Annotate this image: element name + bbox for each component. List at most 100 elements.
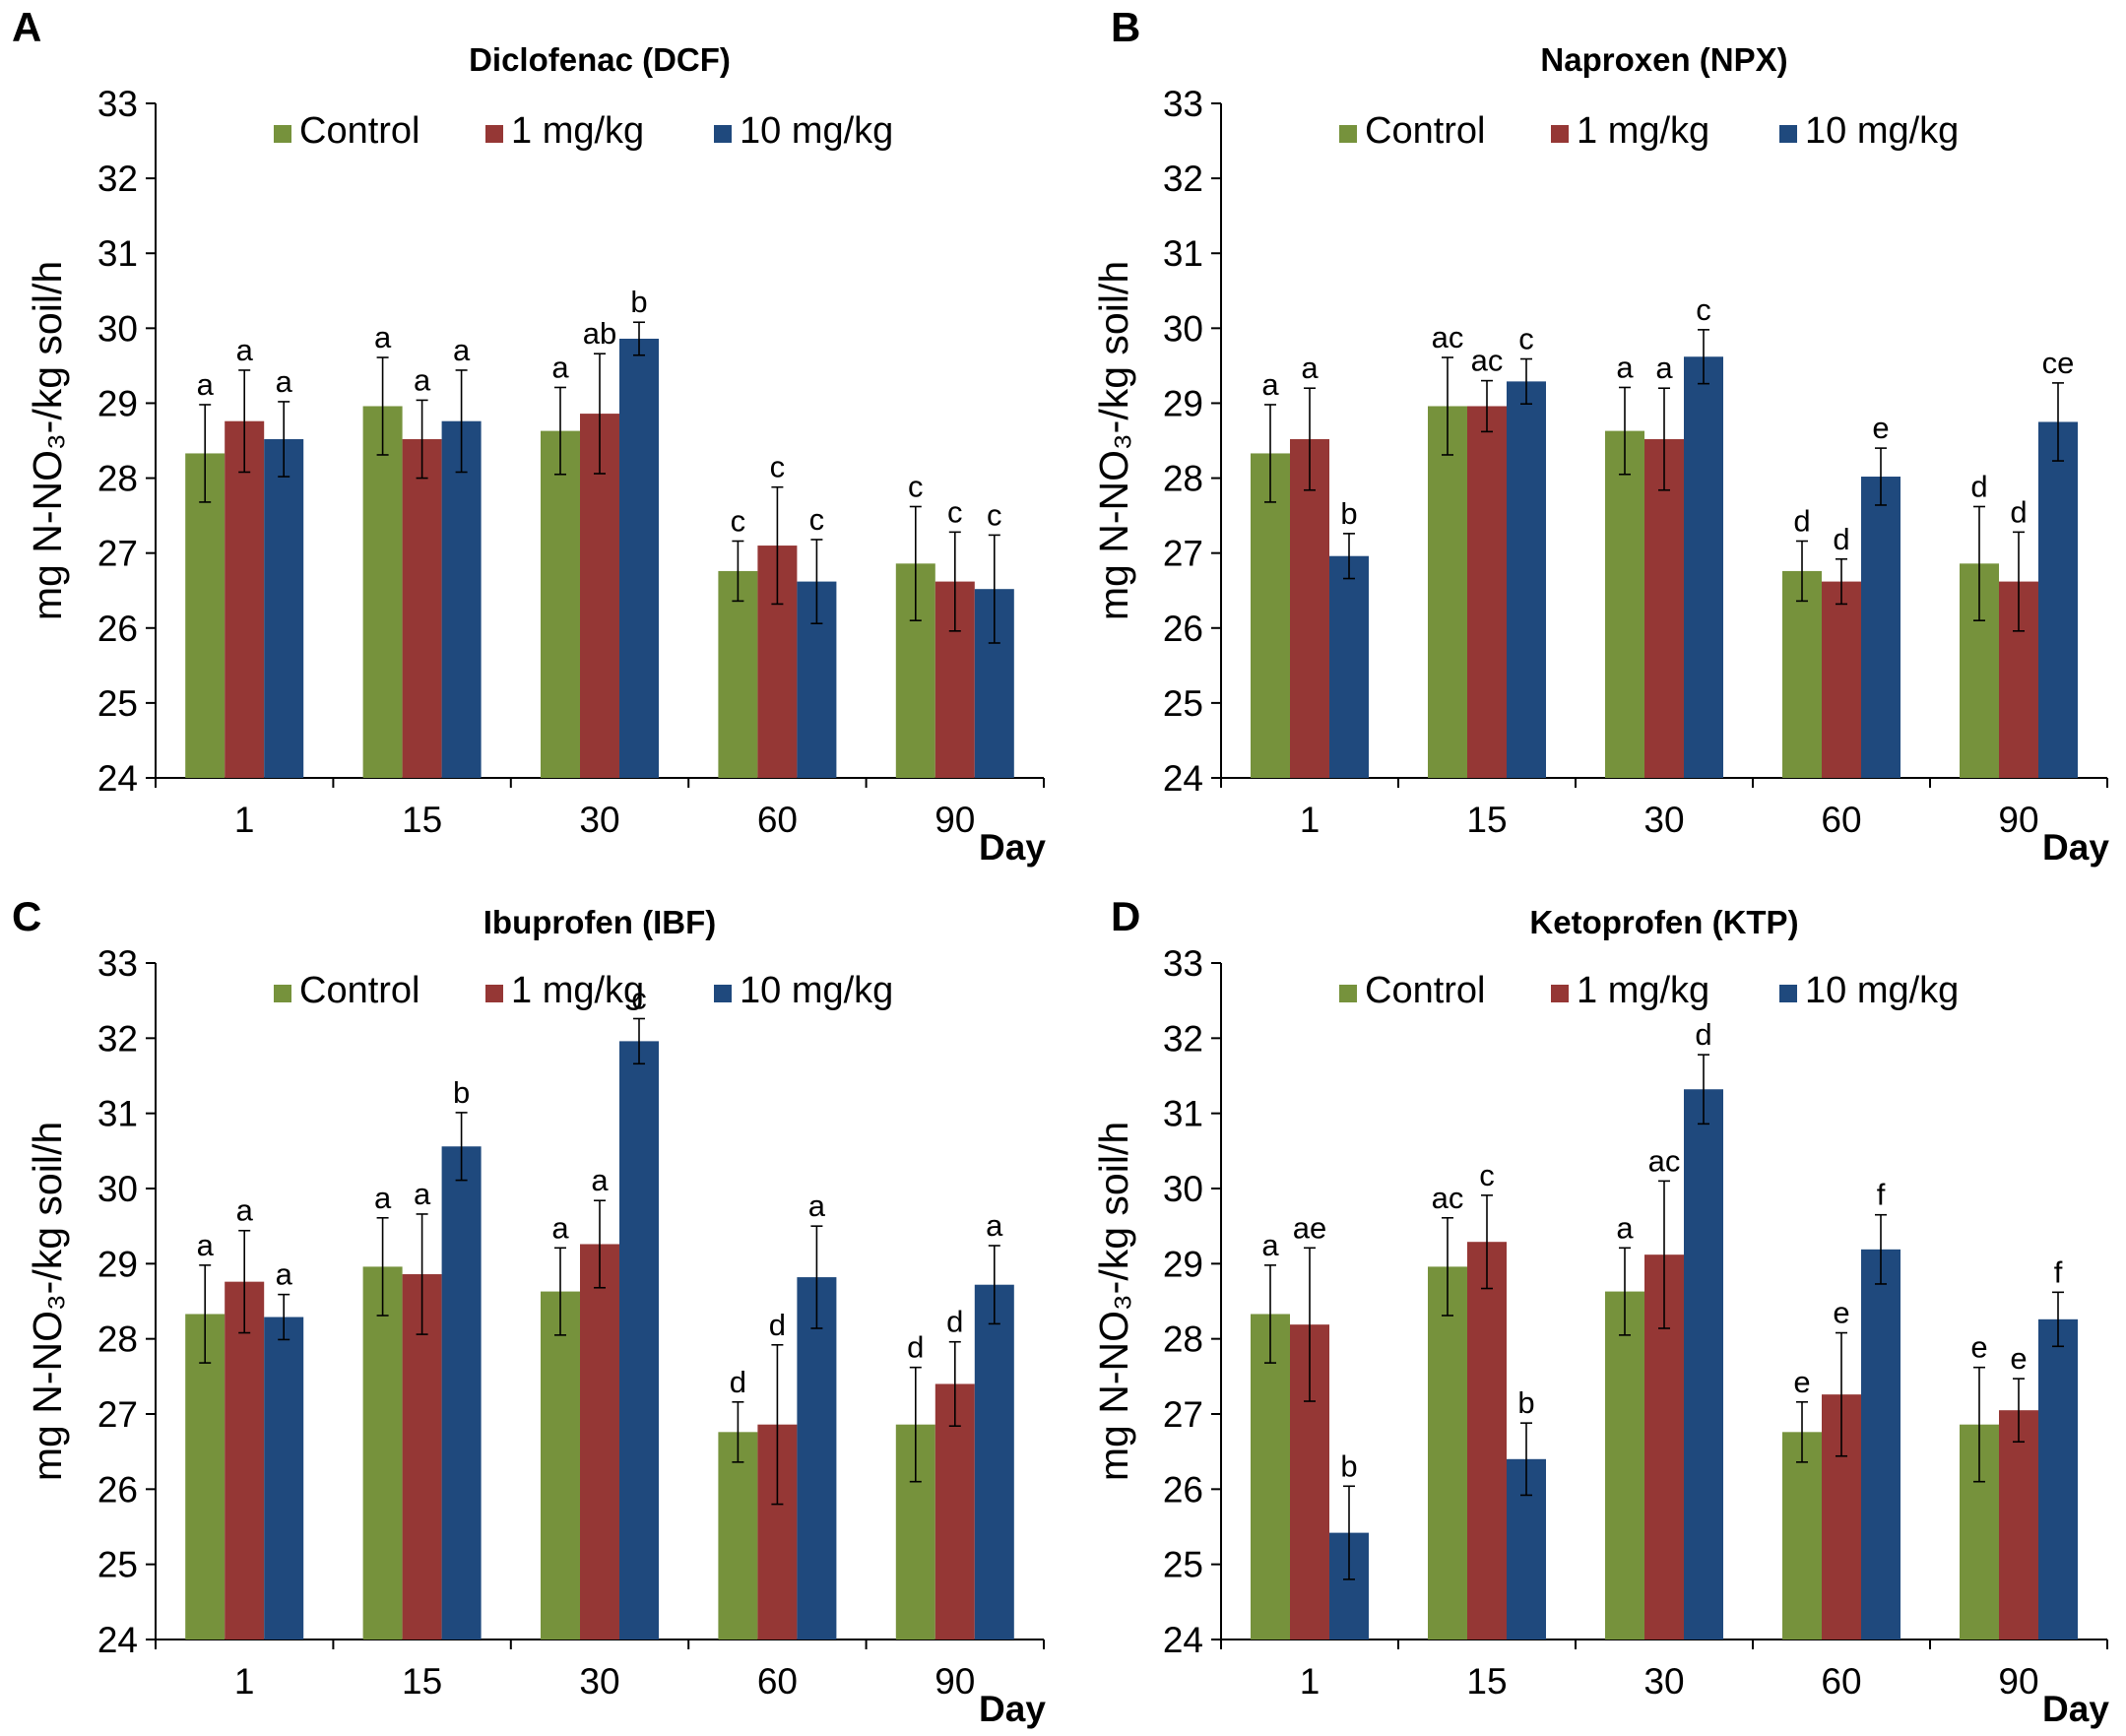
bar-1-mg-kg xyxy=(402,438,442,778)
y-tick-label: 32 xyxy=(97,159,138,199)
y-tick-label: 33 xyxy=(97,84,138,124)
significance-label: c xyxy=(908,469,924,503)
legend-label: Control xyxy=(299,110,420,152)
y-tick-label: 25 xyxy=(1163,683,1203,724)
legend-label: Control xyxy=(299,970,420,1011)
y-tick-label: 26 xyxy=(1163,1469,1203,1510)
significance-label: a xyxy=(197,1228,215,1262)
significance-label: c xyxy=(1696,292,1711,327)
x-axis-label: Day xyxy=(979,1689,1046,1729)
x-tick-label: 1 xyxy=(234,800,255,840)
legend-label: 1 mg/kg xyxy=(511,970,644,1011)
x-axis-label: Day xyxy=(2042,1689,2109,1729)
significance-label: a xyxy=(591,1163,609,1197)
significance-label: a xyxy=(414,1177,431,1211)
significance-label: a xyxy=(1616,350,1634,384)
bar-control xyxy=(541,430,580,778)
significance-label: c xyxy=(947,494,963,529)
legend-swatch xyxy=(1551,985,1569,1002)
chart-panel-c: C Ibuprofen (IBF) 24 25 26 27 28 29 30 31 32 33 mg N… xyxy=(12,893,1046,1729)
significance-label: d xyxy=(2010,494,2027,529)
x-tick-label: 15 xyxy=(1466,800,1507,840)
significance-label: a xyxy=(551,1210,569,1245)
chart-title: Naproxen (NPX) xyxy=(1540,41,1787,78)
legend-label: Control xyxy=(1365,110,1486,152)
significance-label: d xyxy=(1793,503,1810,538)
bar-control xyxy=(718,1432,758,1640)
x-tick-label: 90 xyxy=(934,800,975,840)
legend-swatch xyxy=(274,125,291,143)
significance-label: b xyxy=(1340,496,1357,531)
chart-panel-b: B Naproxen (NPX) 24 25 26 27 28 29 30 31 32 33 mg N-… xyxy=(1091,4,2109,868)
bar-1-mg-kg xyxy=(1467,406,1507,778)
significance-label: b xyxy=(1340,1448,1357,1483)
significance-label: b xyxy=(453,1075,470,1110)
bar-control xyxy=(1782,570,1822,778)
x-tick-label: 60 xyxy=(1821,1661,1861,1702)
significance-label: a xyxy=(808,1189,826,1223)
bar-control xyxy=(362,1266,403,1640)
significance-label: f xyxy=(2054,1254,2063,1289)
x-tick-label: 90 xyxy=(1998,1661,2038,1702)
bar-control xyxy=(1251,453,1290,778)
y-tick-label: 29 xyxy=(1163,1244,1203,1284)
significance-label: a xyxy=(1261,1228,1279,1262)
bar-10-mg-kg xyxy=(1684,356,1723,778)
significance-label: a xyxy=(197,367,215,402)
legend-label: 10 mg/kg xyxy=(740,970,893,1011)
significance-label: d xyxy=(907,1330,924,1365)
y-tick-label: 30 xyxy=(1163,1169,1203,1209)
x-tick-label: 1 xyxy=(234,1661,255,1702)
bar-10-mg-kg xyxy=(619,1041,659,1640)
bar-control xyxy=(541,1291,580,1640)
x-tick-label: 30 xyxy=(1643,1661,1684,1702)
y-tick-label: 31 xyxy=(1163,1094,1203,1134)
bar-control xyxy=(1605,430,1644,778)
bar-10-mg-kg xyxy=(619,338,659,778)
chart-title: Diclofenac (DCF) xyxy=(469,41,731,78)
significance-label: d xyxy=(1970,469,1987,503)
y-tick-label: 29 xyxy=(97,1244,138,1284)
y-axis-label: mg N-NO₃-/kg soil/h xyxy=(1091,261,1136,620)
legend-swatch xyxy=(1339,125,1357,143)
bar-1-mg-kg xyxy=(1467,1242,1507,1640)
significance-label: c xyxy=(987,497,1002,532)
y-tick-label: 33 xyxy=(1163,943,1203,984)
significance-label: b xyxy=(630,285,647,319)
x-tick-label: 30 xyxy=(579,1661,619,1702)
bar-10-mg-kg xyxy=(2038,421,2078,778)
significance-label: ac xyxy=(1432,1181,1464,1215)
bar-10-mg-kg xyxy=(1861,477,1901,778)
y-tick-label: 32 xyxy=(97,1018,138,1059)
y-tick-label: 26 xyxy=(97,609,138,649)
y-tick-label: 31 xyxy=(97,1094,138,1134)
bar-1-mg-kg xyxy=(225,420,265,778)
legend-label: 10 mg/kg xyxy=(740,110,893,152)
y-tick-label: 27 xyxy=(97,534,138,574)
x-tick-label: 60 xyxy=(1821,800,1861,840)
legend-swatch xyxy=(1779,125,1797,143)
x-tick-label: 30 xyxy=(579,800,619,840)
legend-label: Control xyxy=(1365,970,1486,1011)
y-tick-label: 31 xyxy=(97,233,138,274)
bar-1-mg-kg xyxy=(225,1281,265,1640)
y-tick-label: 33 xyxy=(97,943,138,984)
y-tick-label: 24 xyxy=(1163,1620,1203,1660)
y-tick-label: 31 xyxy=(1163,233,1203,274)
significance-label: a xyxy=(453,333,471,367)
y-tick-label: 30 xyxy=(97,1169,138,1209)
y-tick-label: 26 xyxy=(97,1469,138,1510)
x-tick-label: 1 xyxy=(1300,800,1321,840)
significance-label: c xyxy=(809,502,825,537)
x-axis-label: Day xyxy=(2042,827,2109,868)
panel-letter: C xyxy=(12,893,41,939)
bar-10-mg-kg xyxy=(441,1146,482,1640)
bar-1-mg-kg xyxy=(1644,438,1684,778)
legend-label: 1 mg/kg xyxy=(1577,970,1709,1011)
significance-label: d xyxy=(730,1365,746,1399)
legend-swatch xyxy=(485,985,503,1002)
significance-label: a xyxy=(1301,351,1319,385)
y-tick-label: 29 xyxy=(97,383,138,423)
